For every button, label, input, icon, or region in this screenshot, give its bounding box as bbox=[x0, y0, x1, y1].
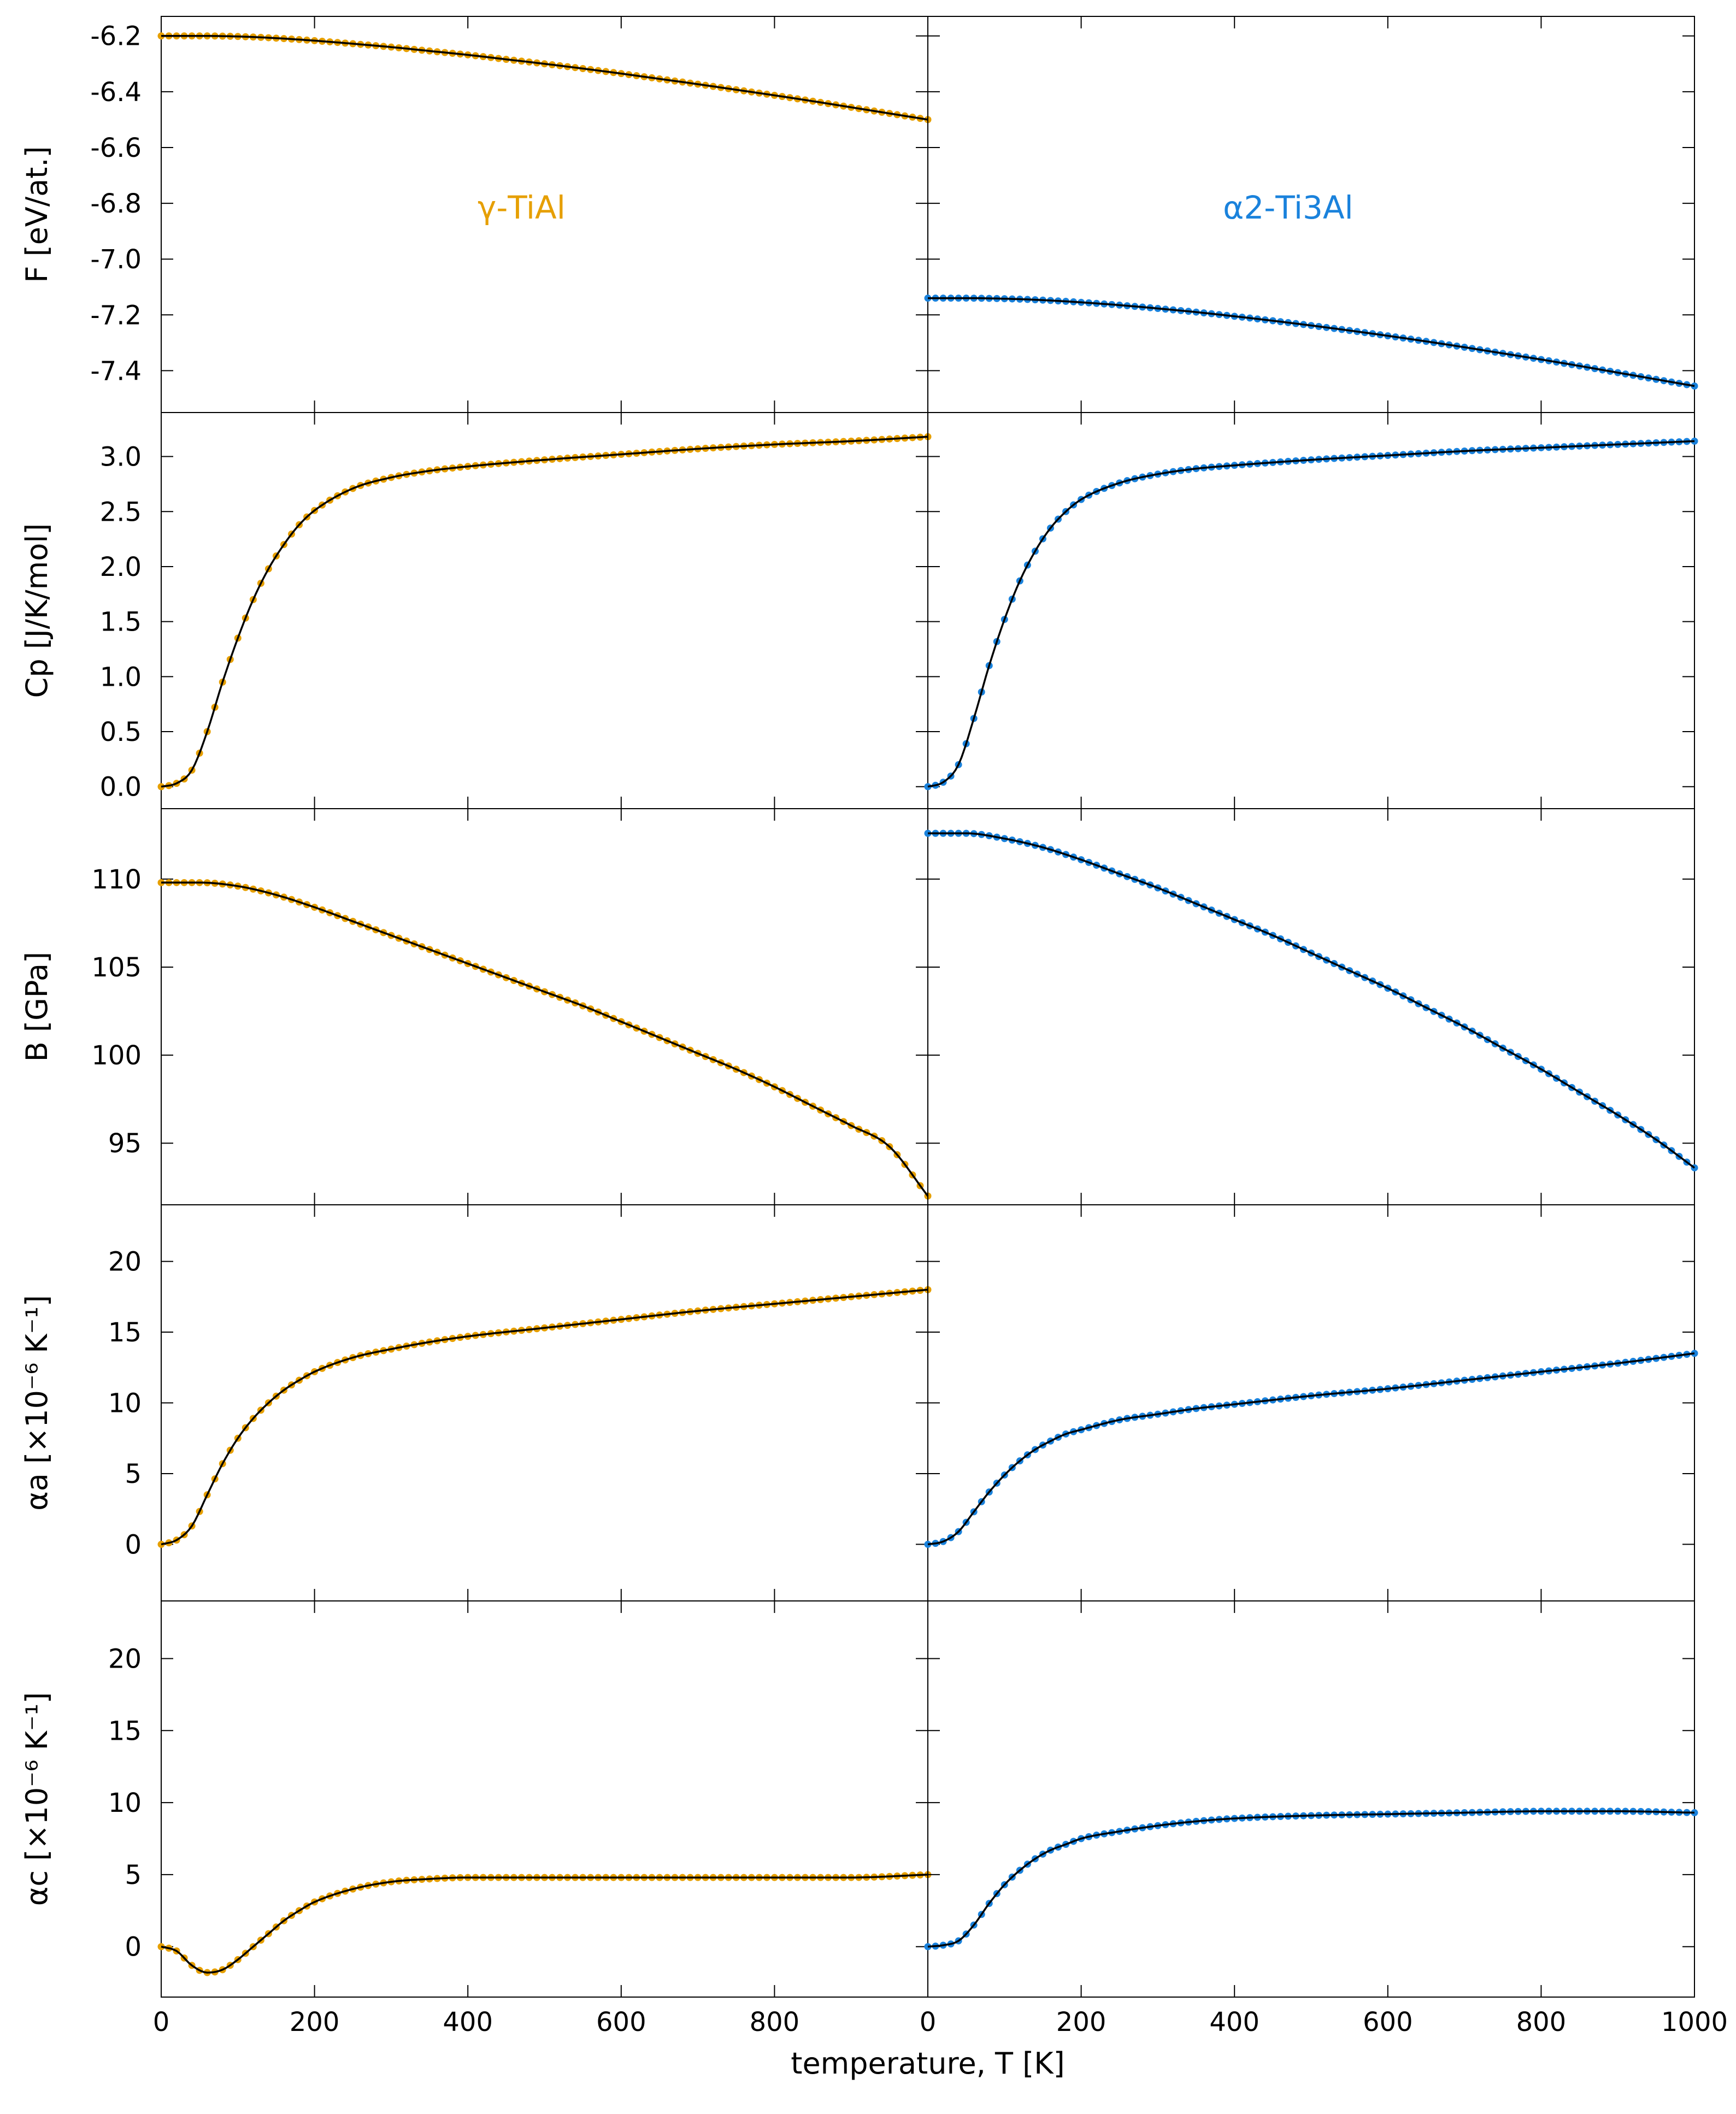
fit-line-gamma bbox=[161, 1874, 928, 1974]
y-tick-label: 20 bbox=[108, 1247, 142, 1277]
y-tick-label: 95 bbox=[108, 1128, 142, 1159]
x-tick-label: 0 bbox=[153, 2007, 170, 2038]
x-axis-label: temperature, T [K] bbox=[791, 2046, 1064, 2081]
data-point bbox=[924, 1943, 932, 1951]
y-tick-label: 0 bbox=[125, 1529, 142, 1560]
y-tick-label: 5 bbox=[125, 1459, 142, 1489]
y-tick-label: 3.0 bbox=[100, 442, 142, 473]
panel-B-alpha2 bbox=[924, 808, 1698, 1205]
y-tick-label: 10 bbox=[108, 1388, 142, 1419]
data-point bbox=[1691, 437, 1698, 445]
y-tick-label: 5 bbox=[125, 1860, 142, 1891]
panel-alpha_a-gamma bbox=[157, 1204, 932, 1601]
y-tick-label: 0.0 bbox=[100, 772, 142, 803]
y-tick-label: -7.0 bbox=[90, 244, 142, 275]
labels: -6.2 -6.4 -6.6 -6.8 -7.0 -7.2 -7.4 0.0 0.5 1.0 1.5… bbox=[20, 21, 1728, 2081]
series-alpha2-points bbox=[924, 437, 1698, 791]
fit-line-alpha2 bbox=[928, 297, 1695, 387]
panel-alpha_a-alpha2 bbox=[924, 1204, 1698, 1601]
material-label-gamma: γ-TiAl bbox=[478, 189, 566, 226]
fit-line-gamma bbox=[161, 435, 928, 788]
y-axis-label-B: B [GPa] bbox=[20, 952, 54, 1062]
x-tick-label: 200 bbox=[290, 2007, 340, 2038]
y-tick-label: 100 bbox=[91, 1040, 142, 1071]
x-tick-label: 600 bbox=[1363, 2007, 1413, 2038]
x-tick-label: 1000 bbox=[1661, 2007, 1728, 2038]
y-tick-label: 15 bbox=[108, 1716, 142, 1746]
panels bbox=[157, 16, 1698, 1998]
y-tick-label: 105 bbox=[91, 952, 142, 983]
y-tick-label: 20 bbox=[108, 1644, 142, 1674]
y-axis-label-F: F [eV/at.] bbox=[20, 146, 54, 282]
data-point bbox=[1691, 1809, 1698, 1817]
y-tick-label: 0.5 bbox=[100, 717, 142, 747]
y-tick-label: -7.2 bbox=[90, 300, 142, 331]
fit-line-alpha2 bbox=[927, 1810, 1695, 1948]
x-tick-label: 0 bbox=[920, 2007, 937, 2038]
y-tick-label: 1.5 bbox=[100, 607, 142, 638]
fit-line-gamma bbox=[161, 34, 928, 121]
y-tick-label: 10 bbox=[108, 1788, 142, 1818]
fit-line-alpha2 bbox=[927, 1352, 1695, 1546]
y-axis-label-Cp: Cp [J/K/mol] bbox=[20, 523, 54, 698]
y-tick-label: 15 bbox=[108, 1317, 142, 1348]
y-tick-label: -7.4 bbox=[90, 356, 142, 386]
data-point bbox=[1691, 1350, 1698, 1357]
y-tick-label: 110 bbox=[91, 864, 142, 895]
data-point bbox=[924, 1540, 932, 1548]
y-tick-label: -6.4 bbox=[90, 77, 142, 108]
panel-F-alpha2 bbox=[924, 16, 1698, 413]
panel-alpha_c-alpha2 bbox=[924, 1600, 1698, 1998]
y-tick-label: -6.6 bbox=[90, 133, 142, 163]
data-point bbox=[924, 783, 932, 791]
x-tick-label: 800 bbox=[750, 2007, 800, 2038]
x-tick-label: 800 bbox=[1516, 2007, 1567, 2038]
y-axis-label-alpha_c: αc [×10⁻⁶ K⁻¹] bbox=[20, 1692, 54, 1906]
y-tick-label: 1.0 bbox=[100, 662, 142, 692]
panel-Cp-alpha2 bbox=[924, 412, 1698, 809]
data-point bbox=[157, 783, 165, 791]
fit-line-alpha2 bbox=[927, 440, 1695, 788]
material-label-alpha2: α2-Ti3Al bbox=[1223, 189, 1354, 226]
y-tick-label: 2.5 bbox=[100, 497, 142, 527]
x-tick-label: 400 bbox=[443, 2007, 493, 2038]
panel-B-gamma bbox=[157, 808, 932, 1205]
y-tick-label: 0 bbox=[125, 1932, 142, 1963]
y-tick-label: -6.2 bbox=[90, 21, 142, 52]
panel-frame bbox=[927, 1600, 1695, 1998]
y-tick-label: -6.8 bbox=[90, 189, 142, 219]
x-tick-label: 400 bbox=[1209, 2007, 1260, 2038]
fit-line-gamma bbox=[161, 881, 929, 1197]
x-tick-label: 600 bbox=[596, 2007, 646, 2038]
data-point bbox=[157, 1540, 165, 1548]
fit-line-gamma bbox=[161, 1288, 928, 1546]
y-axis-label-alpha_a: αa [×10⁻⁶ K⁻¹] bbox=[20, 1295, 54, 1511]
y-tick-label: 2.0 bbox=[100, 552, 142, 582]
panel-F-gamma bbox=[157, 16, 932, 413]
x-tick-label: 200 bbox=[1056, 2007, 1107, 2038]
fit-line-alpha2 bbox=[928, 832, 1696, 1169]
